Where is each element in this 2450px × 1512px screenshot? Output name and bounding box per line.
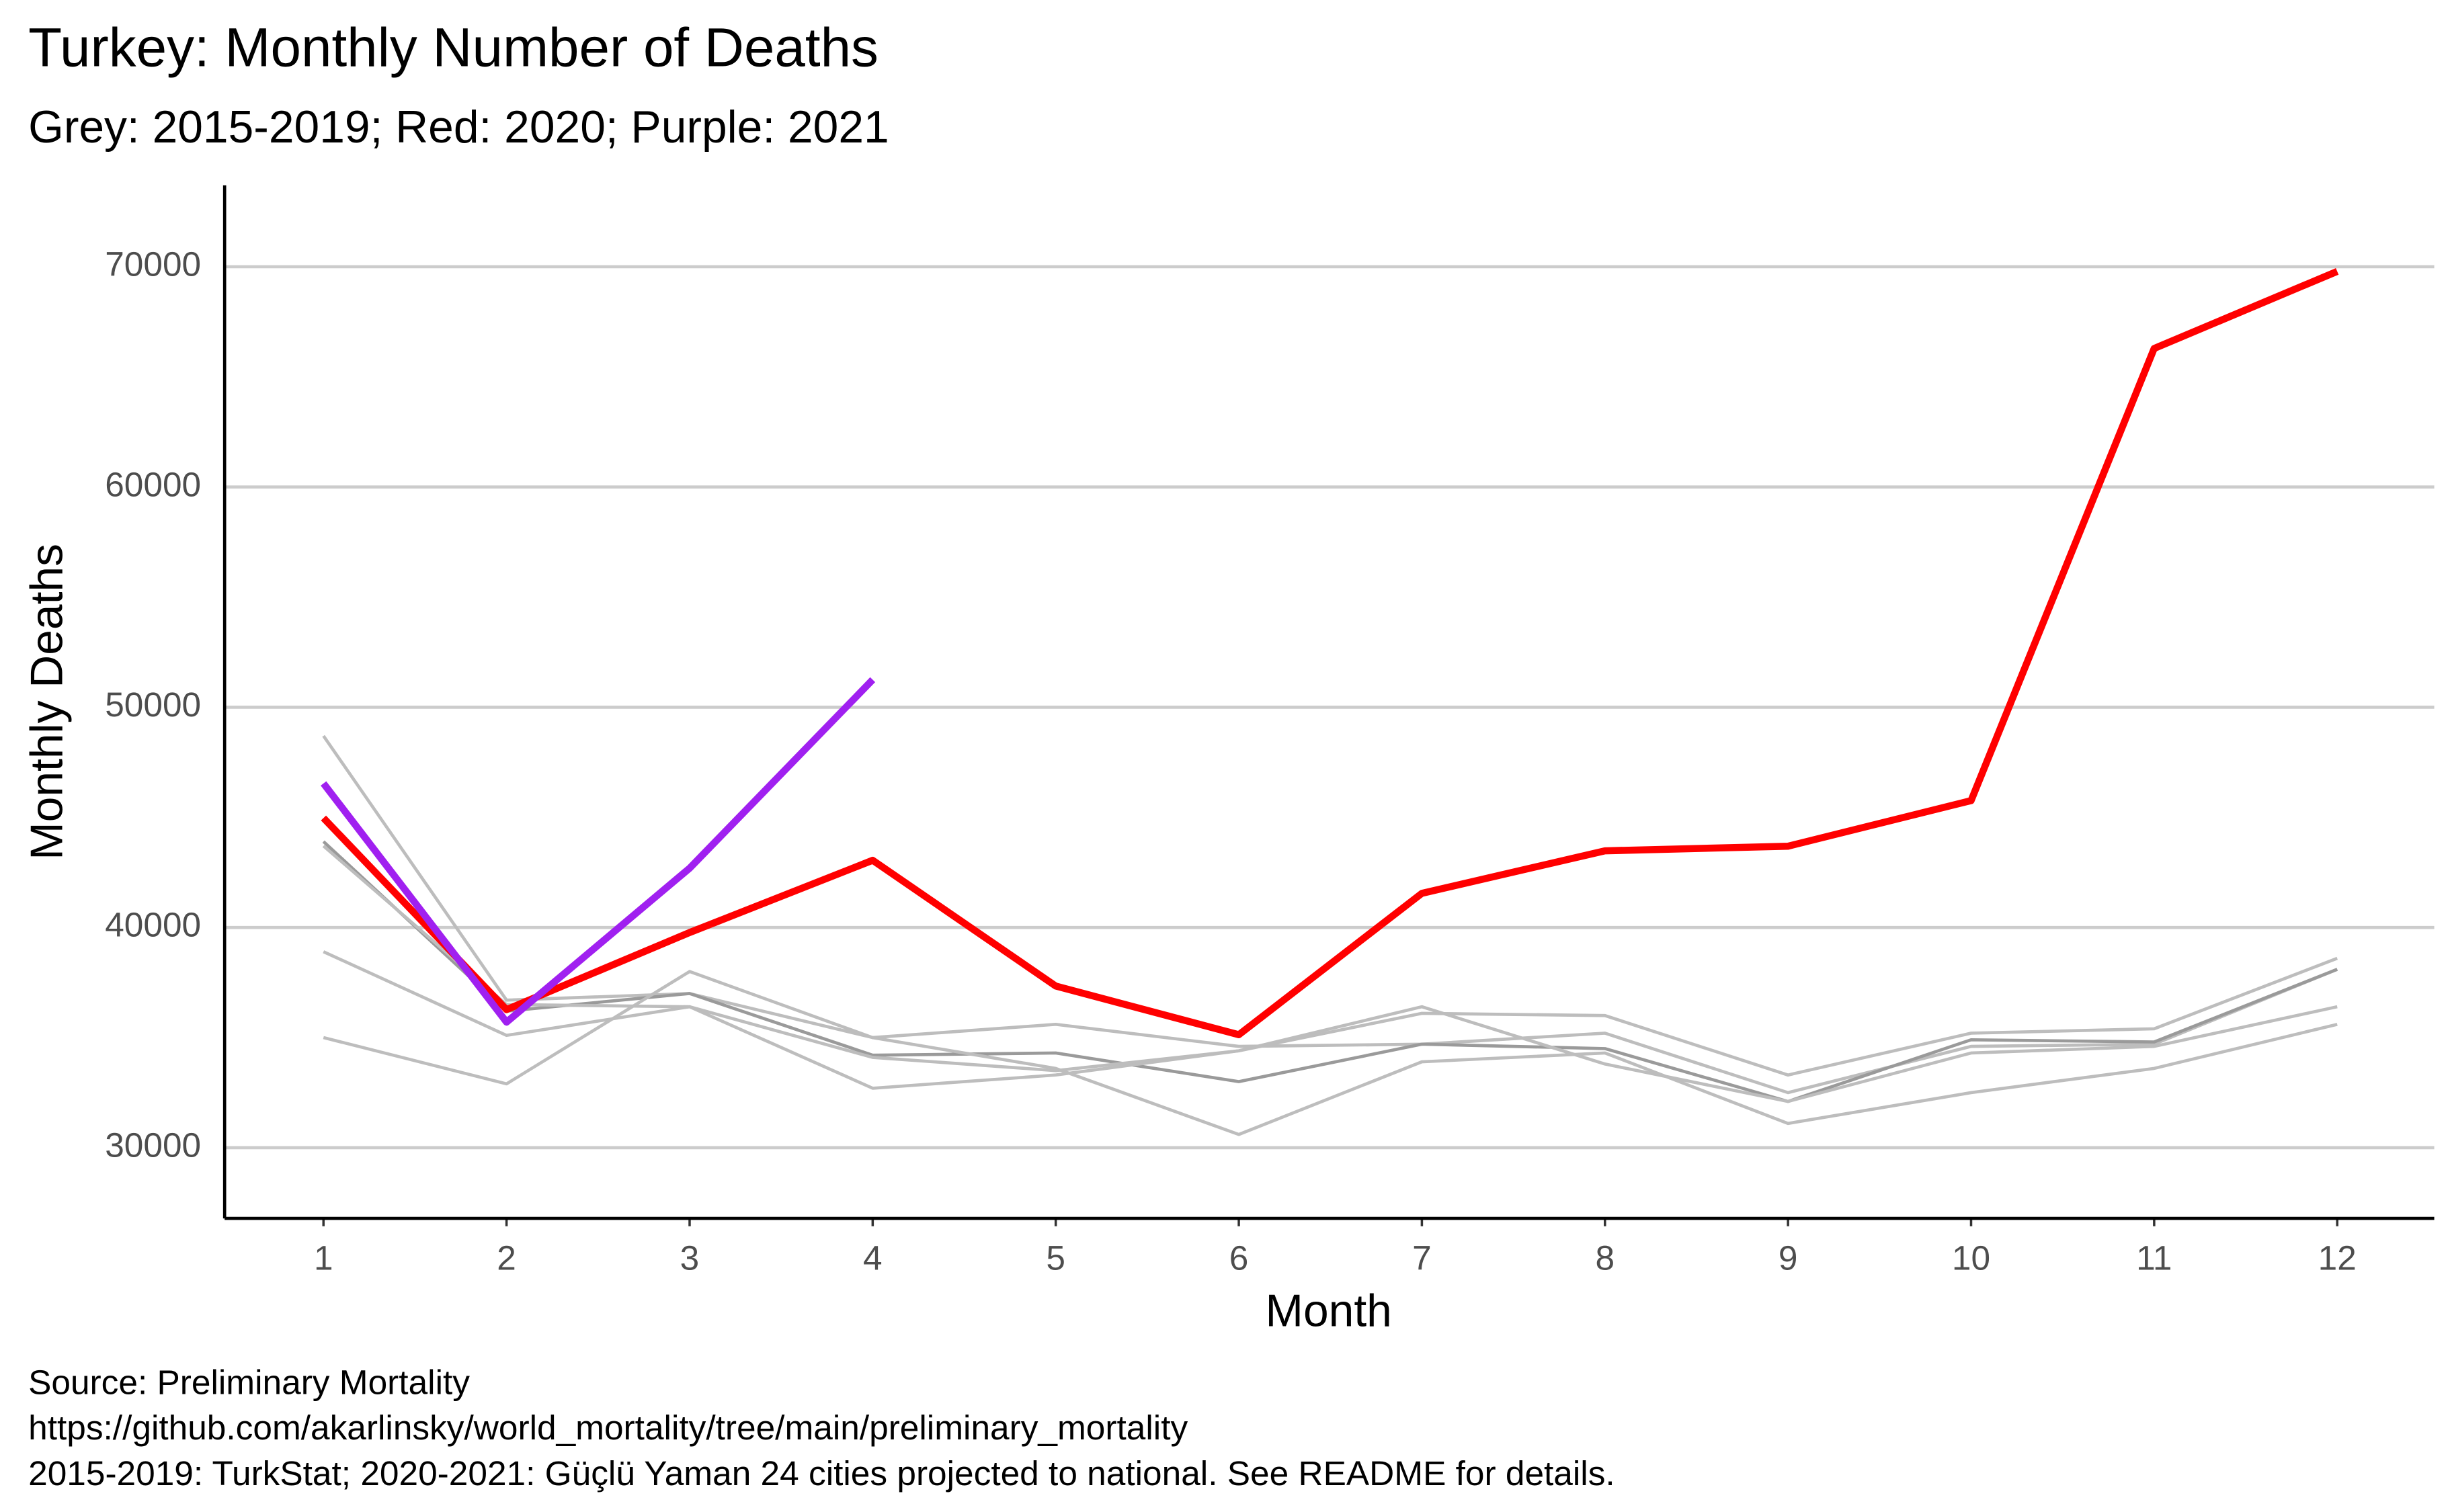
x-tick-label: 5 <box>1046 1238 1065 1277</box>
x-tick-label: 7 <box>1412 1238 1432 1277</box>
y-tick-label: 50000 <box>105 685 201 724</box>
x-tick-label: 6 <box>1229 1238 1249 1277</box>
chart-subtitle: Grey: 2015-2019; Red: 2020; Purple: 2021 <box>28 102 889 153</box>
caption: 2015-2019: TurkStat; 2020-2021: Güçlü Ya… <box>28 1454 1615 1493</box>
data-line <box>321 677 876 1026</box>
data-line <box>322 845 2338 1077</box>
x-tick-label: 12 <box>2318 1238 2357 1277</box>
y-tick-label: 30000 <box>105 1125 201 1164</box>
y-tick-label: 40000 <box>105 905 201 944</box>
x-tick-label: 4 <box>863 1238 883 1277</box>
chart-title: Turkey: Monthly Number of Deaths <box>28 17 879 79</box>
x-tick-label: 9 <box>1779 1238 1798 1277</box>
data-line <box>322 840 2338 1103</box>
x-tick-label: 11 <box>2136 1238 2172 1277</box>
data-line <box>322 734 2338 1095</box>
x-tick-label: 2 <box>497 1238 516 1277</box>
y-axis-label: Monthly Deaths <box>22 544 73 860</box>
caption: Source: Preliminary Mortality <box>28 1362 470 1401</box>
x-tick-label: 10 <box>1952 1238 1990 1277</box>
caption: https://github.com/akarlinsky/world_mort… <box>28 1408 1188 1447</box>
y-tick-label: 60000 <box>105 464 201 503</box>
x-axis-label: Month <box>1266 1286 1392 1336</box>
x-tick-label: 8 <box>1595 1238 1615 1277</box>
x-tick-label: 1 <box>314 1238 333 1277</box>
data-line <box>321 267 2339 1039</box>
data-line <box>323 970 2338 1136</box>
y-tick-label: 70000 <box>105 245 201 284</box>
x-tick-label: 3 <box>680 1238 700 1277</box>
data-line <box>323 950 2338 1103</box>
